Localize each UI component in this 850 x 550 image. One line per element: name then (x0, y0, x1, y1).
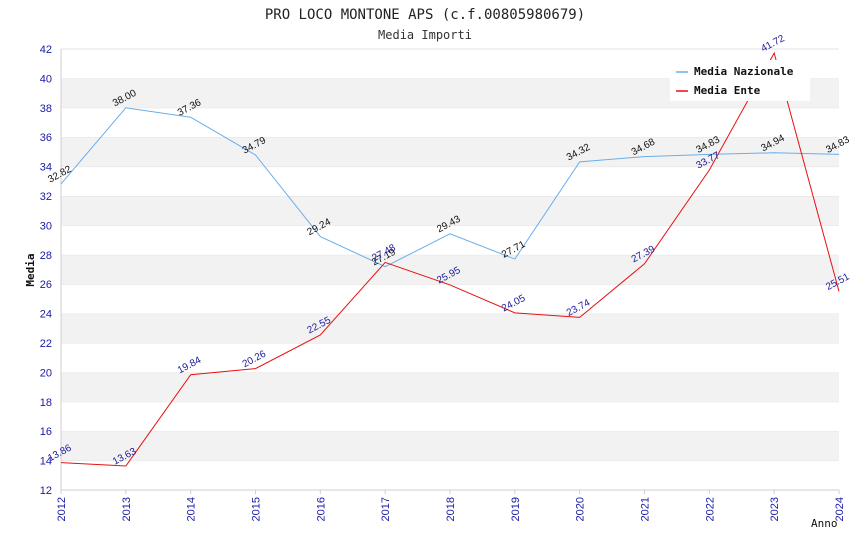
grid-band (61, 225, 839, 255)
grid-band (61, 284, 839, 314)
grid-bands (61, 48, 839, 490)
legend: Media Nazionale Media Ente (670, 60, 810, 101)
x-tick-label: 2012 (56, 497, 68, 521)
grid-band (61, 343, 839, 373)
x-tick-label: 2022 (704, 497, 716, 521)
y-tick-label: 32 (40, 191, 52, 203)
x-tick-labels: 2012 2013 2014 2015 2016 2017 2018 2019 2020 2021… (56, 490, 846, 521)
x-tick-label: 2013 (121, 497, 133, 521)
grid-band (61, 460, 839, 490)
grid-band (61, 196, 839, 226)
chart-subtitle: Media Importi (378, 28, 472, 42)
grid-band (61, 107, 839, 138)
y-tick-label: 26 (40, 279, 52, 291)
grid-band (61, 372, 839, 402)
grid-band (61, 137, 839, 167)
y-tick-label: 12 (40, 485, 52, 497)
chart-title: PRO LOCO MONTONE APS (c.f.00805980679) (265, 7, 585, 23)
x-tick-label: 2017 (380, 497, 392, 521)
y-tick-label: 20 (40, 367, 52, 379)
x-tick-label: 2020 (575, 497, 587, 521)
grid-band (61, 313, 839, 343)
x-tick-label: 2018 (445, 497, 457, 521)
grid-band (61, 401, 839, 432)
x-tick-label: 2014 (186, 497, 198, 521)
x-tick-label: 2016 (315, 497, 327, 521)
legend-label-ente: Media Ente (694, 84, 761, 97)
x-tick-label: 2024 (834, 497, 846, 521)
x-axis-title: Anno (811, 517, 838, 530)
grid-band (61, 431, 839, 461)
x-tick-label: 2019 (510, 497, 522, 521)
x-tick-label: 2023 (769, 497, 781, 521)
legend-label-nazionale: Media Nazionale (694, 65, 794, 78)
y-tick-label: 38 (40, 103, 52, 115)
y-tick-label: 14 (40, 456, 52, 468)
y-tick-label: 16 (40, 426, 52, 438)
grid-band (61, 254, 839, 285)
grid-band (61, 166, 839, 196)
y-tick-label: 28 (40, 250, 52, 262)
y-tick-label: 30 (40, 220, 52, 232)
legend-box (670, 60, 810, 101)
y-tick-label: 40 (40, 73, 52, 85)
series-line-0 (60, 107, 840, 268)
y-tick-label: 42 (40, 44, 52, 56)
series-line-1 (60, 51, 840, 467)
x-tick-label: 2015 (251, 497, 263, 521)
y-tick-label: 34 (40, 162, 52, 174)
y-tick-label: 22 (40, 338, 52, 350)
y-tick-label: 18 (40, 397, 52, 409)
x-tick-label: 2021 (640, 497, 652, 521)
y-tick-label: 24 (40, 309, 52, 321)
y-tick-label: 36 (40, 132, 52, 144)
series-lines (60, 51, 840, 467)
y-tick-labels: 12 14 16 18 20 22 24 26 28 30 32 34 36 38 40 42 (40, 44, 52, 497)
y-axis-title: Media (24, 253, 37, 286)
